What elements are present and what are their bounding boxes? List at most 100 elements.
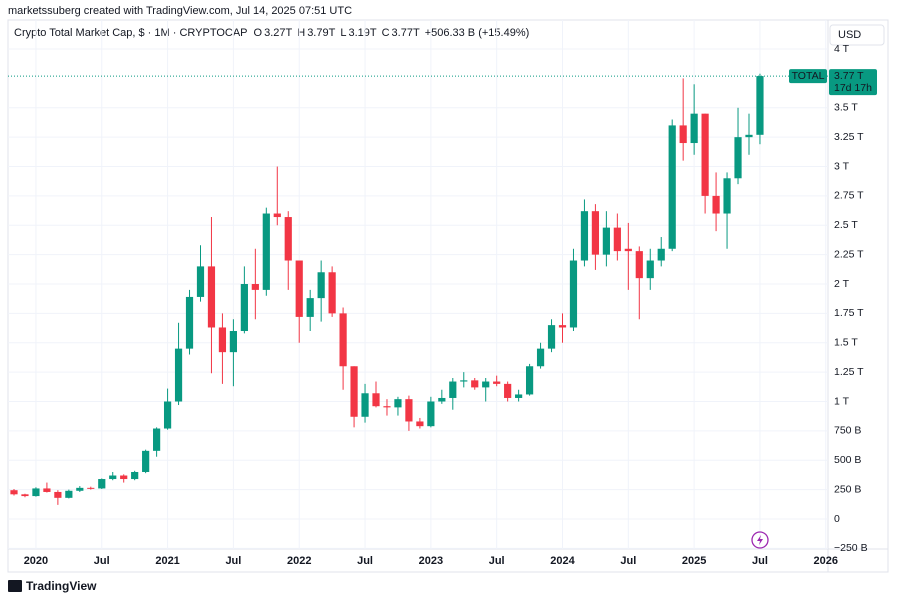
candle-body	[196, 266, 205, 297]
candle-body	[54, 491, 62, 498]
candle-body	[98, 479, 106, 489]
legend-value: 3.19T	[348, 27, 376, 39]
candle-body	[295, 260, 303, 317]
y-tick-label: 2 T	[834, 278, 850, 290]
legend-key: C	[382, 27, 390, 39]
x-tick-label: 2021	[155, 555, 179, 567]
candle-body	[536, 348, 545, 367]
currency-box[interactable]	[829, 24, 885, 46]
candle-body	[701, 113, 709, 196]
candle-body	[120, 475, 128, 480]
y-tick-label: 250 B	[834, 483, 861, 495]
y-tick-label: 3.25 T	[834, 131, 864, 143]
candle-body	[306, 298, 314, 317]
y-tick-label: 1 T	[834, 395, 850, 407]
candle-body	[43, 488, 51, 492]
last-price-name: TOTAL	[792, 70, 825, 82]
candle-body	[416, 421, 424, 427]
candle-body	[449, 381, 457, 398]
legend-change: +506.33 B (+15.49%)	[425, 27, 530, 39]
currency[interactable]: USD	[838, 29, 861, 41]
x-tick-label: 2023	[419, 555, 443, 567]
candle-body	[76, 487, 84, 491]
candle-body	[229, 331, 237, 353]
candle-body	[207, 266, 216, 328]
candle-body	[525, 366, 534, 395]
candle-body	[317, 272, 325, 299]
candle-body	[690, 113, 698, 144]
candle-body	[262, 213, 270, 290]
candle-body	[427, 401, 435, 427]
y-tick-label: −250 B	[834, 542, 868, 554]
y-tick-label: 2.25 T	[834, 248, 864, 260]
candle-body	[87, 487, 95, 489]
candle-body	[10, 490, 18, 495]
last-price-countdown: 17d 17h	[834, 82, 872, 94]
candle-body	[558, 325, 567, 328]
y-tick-label: 500 B	[834, 454, 861, 466]
candle-body	[471, 380, 479, 388]
candle-body	[712, 195, 720, 214]
candle-body	[405, 399, 413, 422]
candle-body	[580, 211, 589, 261]
candle-body	[482, 381, 490, 388]
legend-key: L	[340, 27, 346, 39]
x-tick-label: 2025	[682, 555, 706, 567]
candle-body	[657, 248, 665, 261]
y-tick-label: 1.5 T	[834, 337, 858, 349]
candle-body	[218, 327, 227, 353]
legend-symbol: Crypto Total Market Cap, $ · 1M · CRYPTO…	[14, 27, 248, 39]
x-tick-label: 2022	[287, 555, 311, 567]
candle-body	[339, 313, 347, 367]
candle-body	[153, 428, 161, 451]
candle-body	[504, 383, 512, 398]
candle-body	[646, 260, 654, 279]
candle-body	[591, 211, 600, 255]
candle-body	[185, 296, 194, 349]
last-price-label: 3.77 T	[834, 70, 864, 82]
y-tick-label: 1.25 T	[834, 366, 864, 378]
candle-body	[438, 397, 446, 402]
y-tick-label: 750 B	[834, 425, 861, 437]
y-tick-label: 2.5 T	[834, 219, 858, 231]
x-tick-label: 2026	[814, 555, 838, 567]
candle-body	[174, 348, 183, 402]
candle-body	[284, 217, 292, 261]
candle-body	[109, 475, 117, 480]
candle-body	[383, 406, 391, 408]
event-icon-bolt	[757, 535, 763, 545]
candle-body	[372, 393, 380, 407]
candle-body	[32, 488, 40, 497]
legend-key: O	[254, 27, 263, 39]
candle-body	[723, 178, 731, 214]
y-tick-label: 2.75 T	[834, 190, 864, 202]
y-tick-label: 4 T	[834, 43, 850, 55]
candle-body	[679, 125, 687, 144]
x-tick-label: 2024	[550, 555, 575, 567]
legend: Crypto Total Market Cap, $ · 1M · CRYPTO…	[14, 27, 529, 39]
x-tick-label: Jul	[357, 555, 373, 567]
legend-value: 3.79T	[307, 27, 335, 39]
candle-body	[131, 471, 139, 480]
candle-body	[460, 380, 468, 382]
y-tick-label: 0	[834, 513, 840, 525]
candle-body	[602, 227, 610, 255]
event-icon[interactable]	[751, 531, 769, 549]
y-tick-label: 3.5 T	[834, 102, 858, 114]
candle-body	[635, 251, 643, 279]
candles	[8, 73, 828, 505]
candle-body	[668, 125, 676, 249]
legend-value: 3.27T	[264, 27, 292, 39]
candle-body	[361, 393, 369, 417]
candle-body	[350, 366, 358, 417]
attribution: marketssuberg created with TradingView.c…	[8, 5, 352, 17]
candle-body	[613, 227, 621, 252]
legend-value: 3.77T	[392, 27, 420, 39]
chart-frame	[7, 19, 889, 573]
candle-body	[547, 325, 556, 349]
candle-body	[163, 401, 172, 429]
y-tick-label: 1.75 T	[834, 307, 864, 319]
x-tick-label: Jul	[489, 555, 505, 567]
candle-body	[21, 494, 29, 497]
